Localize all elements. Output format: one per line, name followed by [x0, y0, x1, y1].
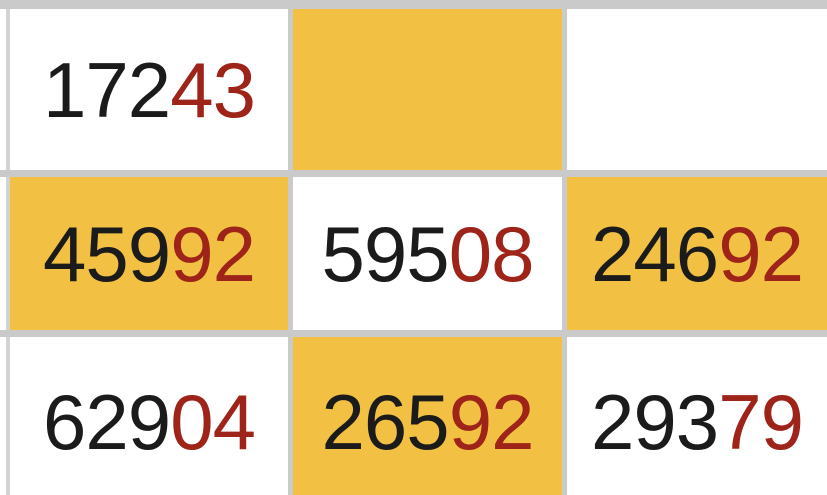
- result-cell: 595 08: [293, 177, 562, 330]
- digits-main: 595: [321, 209, 450, 298]
- grid-line-row-divider-1: [0, 170, 827, 177]
- digits-last-two: 92: [718, 209, 804, 298]
- digits-last-two: 08: [448, 209, 535, 298]
- grid-line-left: [6, 9, 10, 495]
- result-cell: [293, 9, 562, 170]
- result-cell: [567, 9, 827, 170]
- digits-main: 172: [43, 45, 171, 134]
- grid-line-col-divider-1: [288, 9, 293, 495]
- digits-last-two: 92: [170, 209, 256, 298]
- grid-line-top: [0, 0, 827, 9]
- digits-main: 629: [43, 378, 171, 466]
- digits-main: 246: [591, 209, 719, 298]
- result-cell: 246 92: [567, 177, 827, 330]
- digits-main: 293: [591, 378, 719, 466]
- result-cell: 172 43: [10, 9, 288, 170]
- result-cell: 293 79: [567, 337, 827, 495]
- grid-line-col-divider-2: [562, 9, 567, 495]
- digits-last-two: 04: [170, 378, 256, 466]
- digits-last-two: 43: [170, 45, 256, 134]
- result-cell: 459 92: [10, 177, 288, 330]
- grid-line-row-divider-2: [0, 330, 827, 337]
- digits-last-two: 92: [448, 378, 535, 466]
- result-cell: 629 04: [10, 337, 288, 495]
- digits-main: 265: [321, 378, 450, 466]
- result-cell: 265 92: [293, 337, 562, 495]
- digits-last-two: 79: [718, 378, 804, 466]
- digits-main: 459: [43, 209, 171, 298]
